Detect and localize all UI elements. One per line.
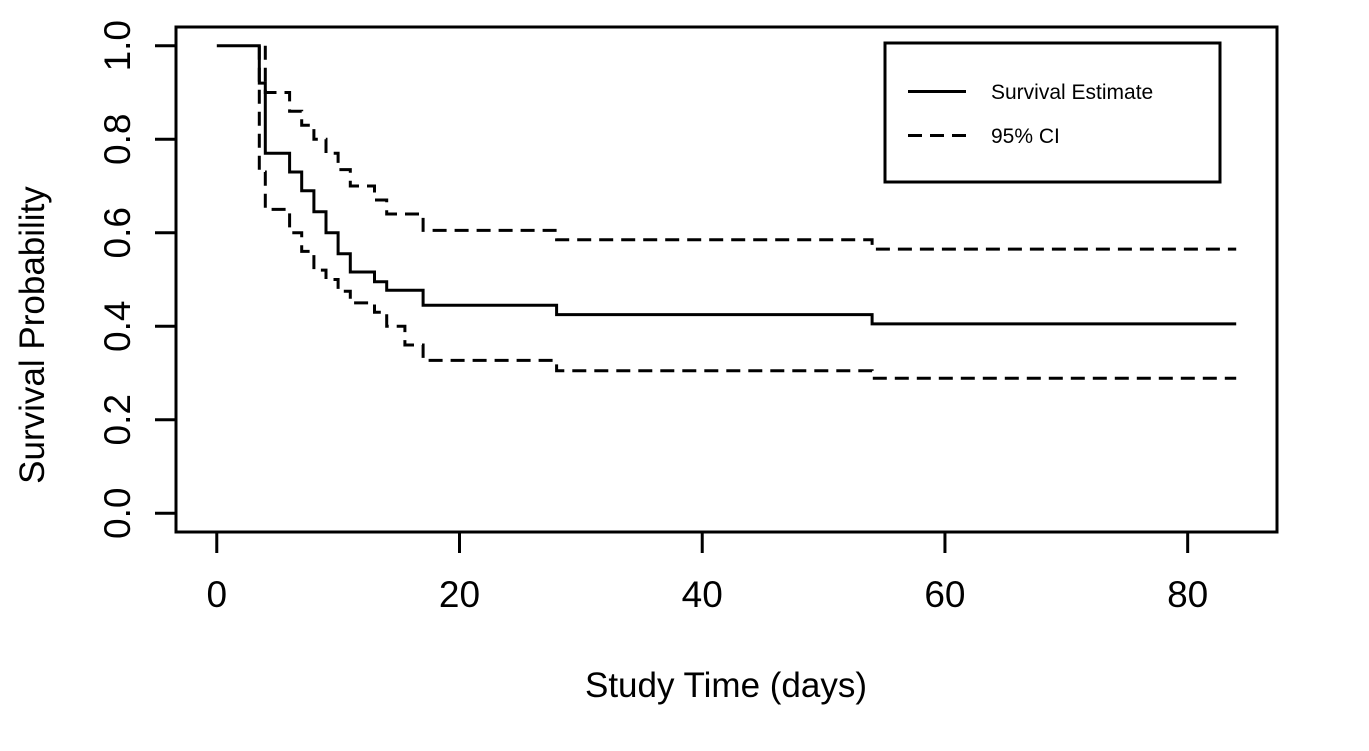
- y-tick-label: 0.8: [97, 114, 138, 165]
- x-axis: 0 20 40 60 80: [206, 532, 1208, 615]
- legend-label-95ci: 95% CI: [991, 125, 1060, 148]
- y-tick-label: 0.4: [97, 301, 138, 352]
- y-tick-label: 1.0: [97, 20, 138, 71]
- series-layer: [216, 44, 1237, 380]
- plot-box: [174, 25, 1279, 534]
- y-axis: 0.0 0.2 0.4 0.6 0.8 1.0: [97, 20, 176, 539]
- x-tick-label: 20: [439, 574, 480, 615]
- legend-box: [883, 41, 1222, 184]
- y-axis-title: Survival Probability: [13, 186, 52, 484]
- x-axis-title: Study Time (days): [585, 666, 867, 705]
- legend-label-survival-estimate: Survival Estimate: [991, 81, 1153, 104]
- y-tick-label: 0.6: [97, 207, 138, 258]
- legend: Survival Estimate 95% CI: [883, 41, 1222, 184]
- y-tick-label: 0.2: [97, 394, 138, 445]
- series-survival-estimate: [216, 44, 1237, 326]
- x-tick-label: 0: [206, 574, 227, 615]
- x-tick-label: 40: [682, 574, 723, 615]
- series-95-ci-upper: [263, 45, 1237, 251]
- x-tick-label: 80: [1167, 574, 1208, 615]
- x-tick-label: 60: [924, 574, 965, 615]
- y-tick-label: 0.0: [97, 488, 138, 539]
- series-95-ci-lower: [257, 45, 1237, 380]
